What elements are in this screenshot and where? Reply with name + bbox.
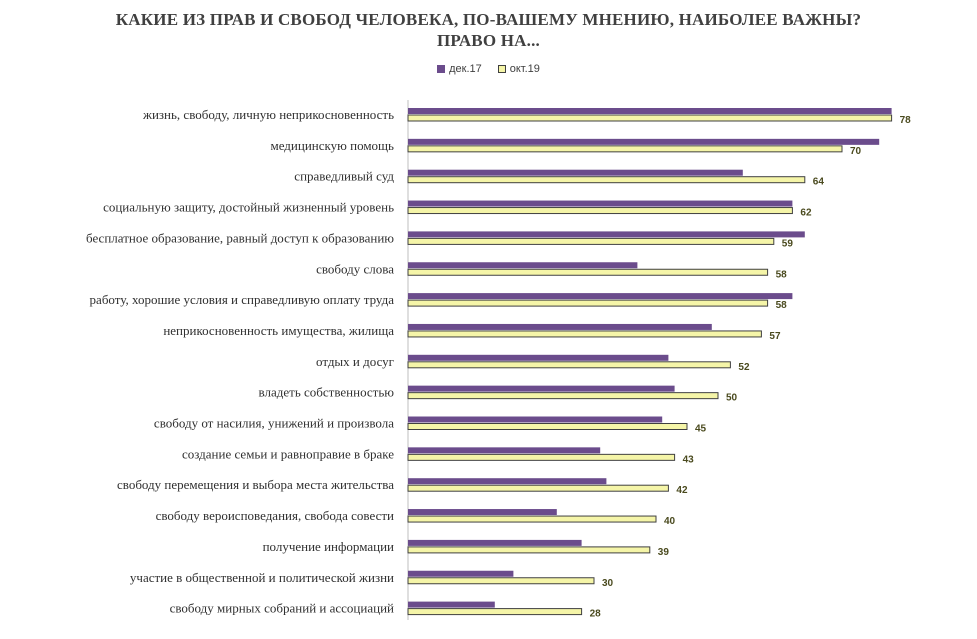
bar-oct19 (407, 330, 762, 338)
category-label: свободу мирных собраний и ассоциаций (170, 601, 394, 616)
category-label: медицинскую помощь (270, 138, 394, 153)
data-label: 62 (800, 208, 812, 219)
bar-dec17 (408, 447, 601, 454)
data-label: 43 (683, 454, 695, 465)
data-label: 78 (900, 115, 912, 126)
bar-dec17 (408, 539, 582, 546)
bar-oct19 (407, 237, 775, 245)
category-label: неприкосновенность имущества, жилища (163, 323, 394, 338)
data-label: 57 (769, 331, 781, 342)
bar-oct19 (407, 577, 595, 585)
bar-dec17 (408, 138, 880, 145)
bar-dec17 (408, 323, 712, 330)
bar-oct19 (407, 145, 843, 153)
bar-oct19 (407, 268, 769, 276)
data-label: 45 (695, 424, 707, 435)
chart-title: КАКИЕ ИЗ ПРАВ И СВОБОД ЧЕЛОВЕКА, ПО-ВАШЕ… (115, 10, 862, 29)
data-label: 39 (658, 547, 670, 558)
data-label: 64 (813, 177, 825, 188)
bar-oct19 (407, 515, 657, 523)
legend-item-dec17: дек.17 (437, 63, 482, 75)
legend-swatch-dec17 (437, 65, 446, 73)
category-label: социальную защиту, достойный жизненный у… (103, 200, 394, 215)
bar-dec17 (408, 509, 557, 516)
category-label: отдых и досуг (316, 354, 394, 369)
category-label: бесплатное образование, равный доступ к … (86, 230, 394, 245)
bar-dec17 (408, 601, 495, 608)
category-label: жизнь, свободу, личную неприкосновенност… (142, 107, 394, 122)
category-label: работу, хорошие условия и справедливую о… (90, 292, 395, 307)
bar-dec17 (408, 169, 743, 176)
bar-oct19 (407, 453, 676, 461)
data-label: 28 (590, 609, 602, 620)
bar-oct19 (407, 484, 669, 492)
bar-oct19 (407, 423, 688, 430)
data-label: 58 (776, 300, 788, 311)
legend-swatch-oct19 (497, 65, 506, 73)
bar-dec17 (408, 570, 514, 577)
bar-oct19 (407, 392, 719, 400)
bar-oct19 (407, 361, 731, 369)
category-label: свободу перемещения и выбора места жител… (117, 477, 394, 492)
bar-oct19 (407, 608, 583, 616)
category-label: участие в общественной и политической жи… (130, 570, 394, 585)
bar-oct19 (407, 176, 806, 184)
legend: дек.17 окт.19 (0, 63, 977, 75)
bar-dec17 (408, 416, 663, 423)
bar-dec17 (408, 231, 805, 238)
bar-dec17 (408, 354, 669, 361)
data-label: 58 (776, 269, 788, 280)
legend-item-oct19: окт.19 (497, 63, 540, 75)
data-label: 50 (726, 393, 738, 404)
legend-label-oct19: окт.19 (509, 63, 540, 75)
bar-dec17 (408, 478, 607, 485)
category-label: создание семьи и равноправие в браке (182, 446, 394, 461)
category-label: свободу от насилия, унижений и произвола (154, 416, 394, 431)
data-label: 52 (738, 362, 750, 373)
bar-oct19 (407, 114, 893, 122)
bar-dec17 (408, 200, 793, 207)
category-label: владеть собственностью (259, 385, 395, 400)
chart-subtitle: ПРАВО НА... (437, 31, 540, 50)
bar-oct19 (407, 299, 769, 307)
category-label: получение информации (263, 539, 394, 554)
data-label: 59 (782, 238, 794, 249)
bar-oct19 (407, 546, 651, 554)
category-label: свободу слова (316, 261, 394, 276)
bar-dec17 (408, 108, 892, 114)
bar-dec17 (408, 262, 638, 269)
category-label: свободу вероисповедания, свобода совести (156, 508, 394, 523)
bar-dec17 (408, 385, 675, 392)
data-label: 40 (664, 516, 676, 527)
data-label: 70 (850, 146, 862, 157)
data-label: 42 (676, 485, 688, 496)
data-label: 30 (602, 578, 614, 589)
category-label: справедливый суд (294, 169, 394, 184)
legend-label-dec17: дек.17 (449, 63, 482, 75)
bar-oct19 (407, 207, 793, 215)
bar-dec17 (408, 293, 793, 300)
